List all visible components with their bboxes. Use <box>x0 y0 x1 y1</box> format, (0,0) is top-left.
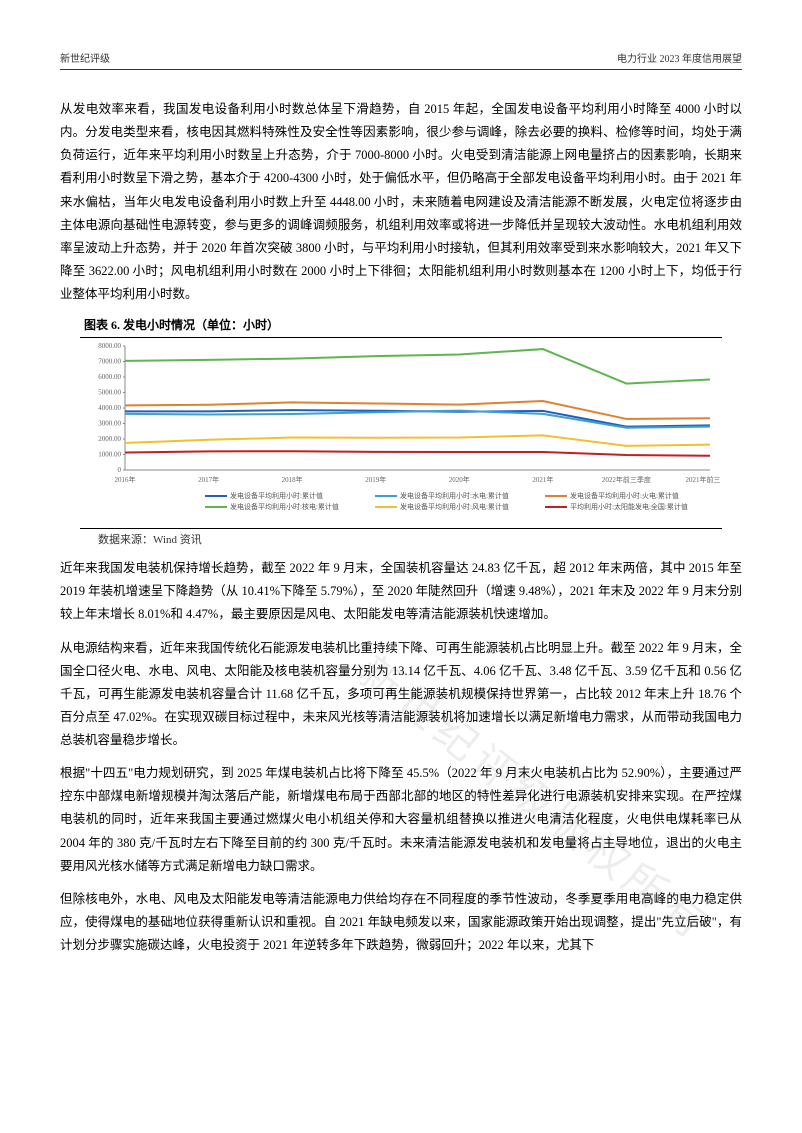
paragraph-2: 近年来我国发电装机保持增长趋势，截至 2022 年 9 月末，全国装机容量达 2… <box>60 557 742 626</box>
paragraph-4: 根据"十四五"电力规划研究，到 2025 年煤电装机占比将下降至 45.5%（2… <box>60 762 742 878</box>
svg-text:2018年: 2018年 <box>282 475 303 484</box>
svg-text:4000.00: 4000.00 <box>98 404 121 412</box>
paragraph-5: 但除核电外，水电、风电及太阳能发电等清洁能源电力供给均存在不同程度的季节性波动，… <box>60 888 742 957</box>
chart-title: 图表 6. 发电小时情况（单位：小时） <box>84 316 742 333</box>
svg-text:2019年: 2019年 <box>365 475 386 484</box>
svg-text:平均利用小时:太阳能发电:全国:累计值: 平均利用小时:太阳能发电:全国:累计值 <box>570 502 688 511</box>
svg-text:2021年: 2021年 <box>532 475 553 484</box>
paragraph-3: 从电源结构来看，近年来我国传统化石能源发电装机比重持续下降、可再生能源装机占比明… <box>60 637 742 753</box>
svg-text:7000.00: 7000.00 <box>98 358 121 366</box>
svg-text:1000.00: 1000.00 <box>98 451 121 459</box>
svg-text:2022年前三季度: 2022年前三季度 <box>602 475 651 484</box>
svg-text:发电设备平均利用小时:风电:累计值: 发电设备平均利用小时:风电:累计值 <box>400 502 509 511</box>
svg-text:发电设备平均利用小时:核电:累计值: 发电设备平均利用小时:核电:累计值 <box>230 502 339 511</box>
svg-text:5000.00: 5000.00 <box>98 389 121 397</box>
header-right: 电力行业 2023 年度信用展望 <box>617 50 742 65</box>
svg-text:8000.00: 8000.00 <box>98 342 121 350</box>
page-header: 新世纪评级 电力行业 2023 年度信用展望 <box>60 50 742 70</box>
svg-text:3000.00: 3000.00 <box>98 420 121 428</box>
line-chart: 0 1000.00 2000.00 3000.00 4000.00 5000.00 6000… <box>80 338 720 528</box>
svg-text:发电设备平均利用小时:累计值: 发电设备平均利用小时:累计值 <box>230 491 323 500</box>
svg-text:2000.00: 2000.00 <box>98 435 121 443</box>
page: 新世纪评级 电力行业 2023 年度信用展望 从发电效率来看，我国发电设备利用小… <box>0 0 802 1007</box>
chart-source: 数据来源：Wind 资讯 <box>98 531 742 547</box>
svg-text:2020年: 2020年 <box>449 475 470 484</box>
header-left: 新世纪评级 <box>60 50 110 65</box>
svg-text:2016年: 2016年 <box>115 475 136 484</box>
svg-text:6000.00: 6000.00 <box>98 373 121 381</box>
svg-text:0: 0 <box>118 466 122 474</box>
svg-text:2017年: 2017年 <box>198 475 219 484</box>
chart-bottom-separator <box>80 528 722 529</box>
svg-text:发电设备平均利用小时:水电:累计值: 发电设备平均利用小时:水电:累计值 <box>400 491 509 500</box>
chart-container: 0 1000.00 2000.00 3000.00 4000.00 5000.00 6000… <box>80 338 722 528</box>
svg-text:发电设备平均利用小时:火电:累计值: 发电设备平均利用小时:火电:累计值 <box>570 491 679 500</box>
svg-text:2021年前三季度: 2021年前三季度 <box>686 475 721 484</box>
paragraph-1: 从发电效率来看，我国发电设备利用小时数总体呈下滑趋势，自 2015 年起，全国发… <box>60 98 742 306</box>
